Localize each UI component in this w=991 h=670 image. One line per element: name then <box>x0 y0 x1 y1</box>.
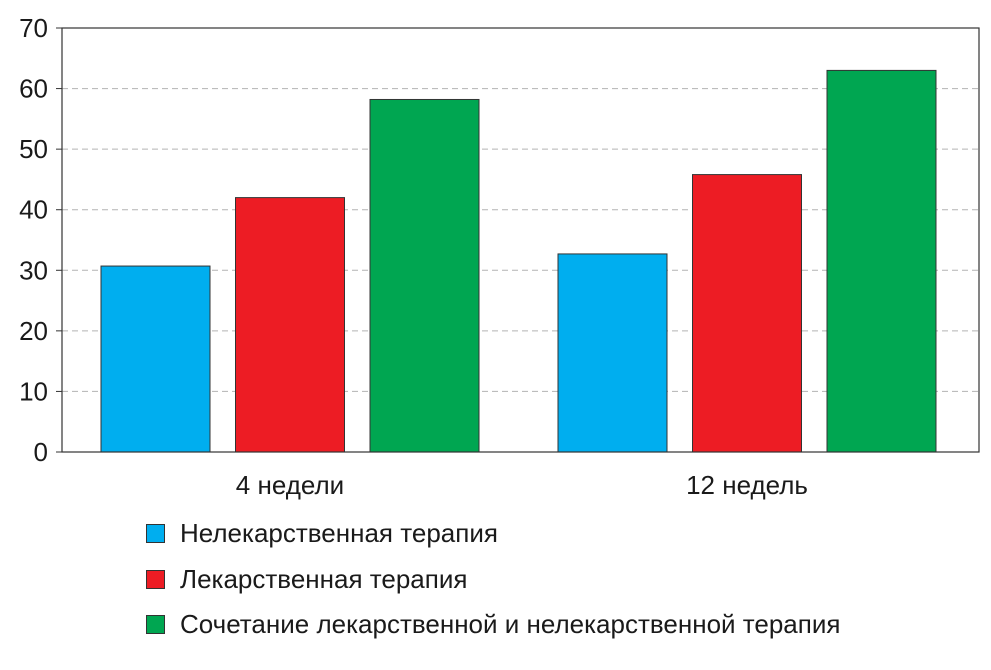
bar-1-2 <box>557 253 668 453</box>
legend-item: Лекарственная терапия <box>146 564 840 595</box>
bar-2-2 <box>692 174 802 453</box>
y-tick-label: 30 <box>19 255 48 285</box>
legend: Нелекарственная терапия Лекарственная тер… <box>146 518 840 655</box>
y-tick-label: 0 <box>34 437 48 467</box>
legend-swatch <box>146 524 165 543</box>
legend-swatch <box>146 615 165 634</box>
y-tick-label: 10 <box>19 376 48 406</box>
y-tick-label: 40 <box>19 195 48 225</box>
bar-chart: 0 10 20 30 40 50 60 70 4 недели 12 недель <box>19 13 980 500</box>
legend-swatch <box>146 569 165 589</box>
legend-label: Сочетание лекарственной и нелекарственно… <box>180 609 841 639</box>
x-axis-labels: 4 недели 12 недель <box>236 470 808 500</box>
x-category-label: 4 недели <box>236 470 344 500</box>
bar-3-1 <box>369 98 480 453</box>
x-category-label: 12 недель <box>686 470 808 500</box>
legend-item: Нелекарственная терапия <box>146 518 840 549</box>
bars <box>100 69 937 453</box>
y-tick-label: 50 <box>19 134 48 164</box>
y-tick-label: 20 <box>19 316 48 346</box>
y-tick-label: 70 <box>19 13 48 43</box>
legend-item: Сочетание лекарственной и нелекарственно… <box>146 609 840 640</box>
bar-3-2 <box>826 69 937 453</box>
plot-frame <box>61 27 980 453</box>
bar-1-1 <box>100 265 211 453</box>
y-tick-label: 60 <box>19 74 48 104</box>
legend-label: Нелекарственная терапия <box>180 518 498 548</box>
bar-2-1 <box>235 197 345 453</box>
legend-label: Лекарственная терапия <box>180 563 468 594</box>
y-axis-ticks: 0 10 20 30 40 50 60 70 <box>19 13 62 467</box>
